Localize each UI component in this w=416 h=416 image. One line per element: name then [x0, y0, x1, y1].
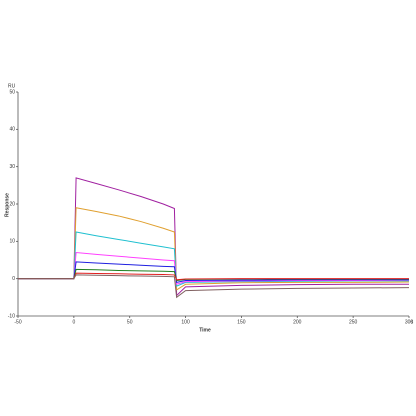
y-tick-label: 20: [9, 201, 15, 207]
x-unit: s: [411, 319, 414, 325]
y-tick-label: 0: [12, 276, 15, 282]
x-tick-label: 150: [237, 319, 246, 325]
series-line: [18, 272, 409, 281]
y-axis-label: Response: [4, 193, 10, 217]
x-tick-label: 250: [349, 319, 358, 325]
series-line: [18, 207, 410, 291]
y-tick-label: 10: [9, 239, 15, 245]
y-tick-label: 30: [9, 164, 15, 170]
y-tick-label: -10: [8, 313, 15, 319]
x-tick-label: 0: [72, 319, 75, 325]
x-tick-label: 300: [405, 319, 414, 325]
x-axis-label: Time: [199, 327, 211, 333]
series-line: [18, 261, 409, 283]
y-tick-label: 50: [9, 89, 15, 95]
y-tick-label: 40: [9, 127, 15, 133]
x-tick-label: -50: [14, 319, 21, 325]
y-unit: RU: [8, 83, 16, 89]
series-line: [18, 177, 409, 297]
x-tick-label: 200: [293, 319, 302, 325]
series-line: [18, 251, 410, 285]
series-line: [18, 231, 409, 287]
series-line: [18, 274, 410, 299]
x-tick-label: 50: [127, 319, 133, 325]
x-tick-label: 100: [181, 319, 190, 325]
